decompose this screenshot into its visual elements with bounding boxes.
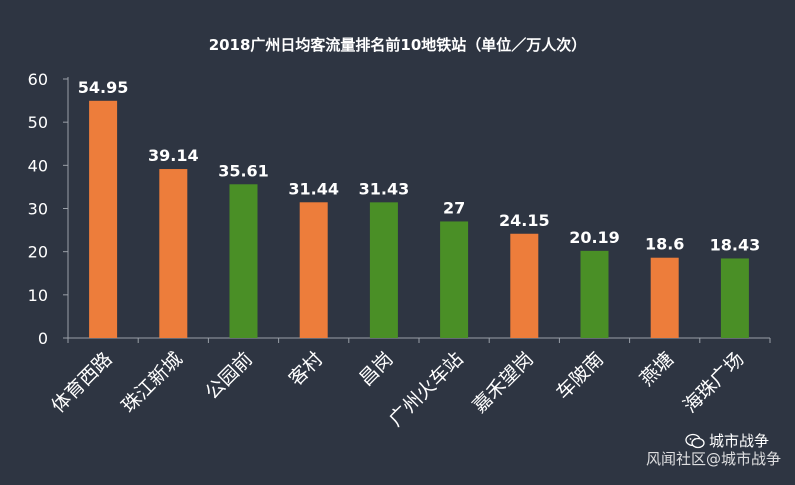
- value-label: 27: [443, 198, 465, 217]
- category-label: 体育西路: [47, 348, 116, 417]
- category-label: 公园前: [201, 348, 257, 404]
- value-label: 31.44: [288, 179, 339, 198]
- value-label: 20.19: [569, 228, 620, 247]
- category-label: 昌岗: [355, 348, 397, 390]
- wechat-badge: 城市战争: [685, 430, 769, 451]
- category-label: 嘉禾望岗: [469, 348, 538, 417]
- value-label: 54.95: [78, 78, 129, 97]
- y-tick-label: 20: [28, 243, 48, 262]
- category-label: 珠江新城: [118, 348, 187, 417]
- watermark-text: 风闻社区@城市战争: [645, 450, 781, 468]
- bar-2: [159, 169, 188, 338]
- y-tick-label: 50: [28, 113, 48, 132]
- wechat-icon: [685, 433, 705, 449]
- bar-10: [720, 258, 749, 338]
- category-label: 燕塘: [636, 348, 678, 390]
- chart-title: 2018广州日均客流量排名前10地铁站（单位／万人次）: [208, 36, 587, 54]
- value-label: 18.43: [710, 235, 761, 254]
- y-tick-label: 30: [28, 200, 48, 219]
- bar-3: [229, 184, 258, 338]
- y-tick-label: 60: [28, 70, 48, 89]
- category-label: 客村: [285, 348, 327, 390]
- bar-5: [369, 202, 398, 338]
- value-label: 35.61: [218, 161, 269, 180]
- value-label: 39.14: [148, 146, 199, 165]
- value-label: 24.15: [499, 211, 550, 230]
- value-label: 18.6: [645, 235, 684, 254]
- bar-1: [89, 100, 118, 338]
- bar-8: [580, 250, 609, 338]
- y-tick-label: 10: [28, 286, 48, 305]
- bar-7: [510, 233, 539, 338]
- bar-9: [650, 257, 679, 338]
- bar-4: [299, 202, 328, 338]
- y-tick-label: 0: [38, 329, 48, 348]
- bar-6: [440, 221, 469, 338]
- category-label: 海珠广场: [679, 348, 748, 417]
- y-tick-label: 40: [28, 156, 48, 175]
- value-label: 31.43: [359, 179, 410, 198]
- wechat-account: 城市战争: [708, 432, 769, 450]
- category-label: 车陂南: [552, 348, 608, 404]
- category-label: 广州火车站: [385, 348, 468, 431]
